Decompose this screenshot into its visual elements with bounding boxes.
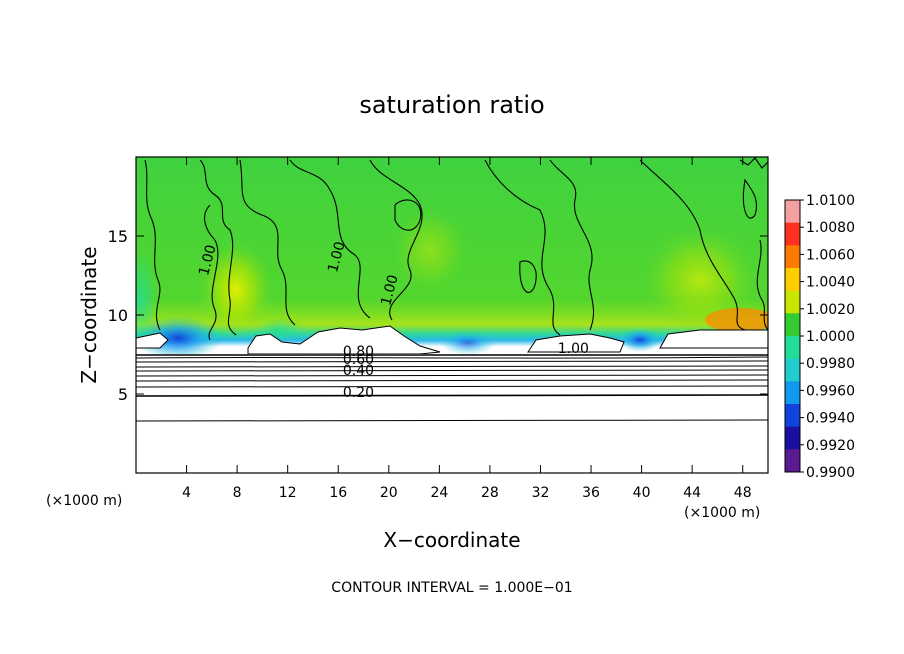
- contour-lines: [144, 157, 768, 341]
- y-tick-label: 10: [108, 306, 128, 325]
- contour-1.00: [289, 159, 371, 319]
- contour-line: [136, 419, 768, 422]
- cloud-gap: [659, 329, 768, 349]
- cool-region: [136, 250, 158, 350]
- colorbar-swatch: [785, 245, 800, 269]
- colorbar-label: 1.0060: [806, 247, 855, 263]
- x-tick-label: 40: [633, 485, 651, 501]
- x-axis-unit-left: (×1000 m): [46, 493, 122, 509]
- contour-1.00: [204, 204, 219, 341]
- contour-1.00: [756, 239, 768, 331]
- colorbar-label: 1.0100: [806, 193, 855, 209]
- contour-1.00: [639, 159, 746, 331]
- x-tick-label: 28: [481, 485, 499, 501]
- contour-1.00: [369, 159, 423, 321]
- contour-line: [136, 365, 768, 368]
- contour-line: [136, 394, 768, 398]
- x-tick-label: 36: [582, 485, 600, 501]
- colorbar-swatch: [785, 358, 800, 382]
- colorbar-label: 1.0000: [806, 329, 855, 345]
- plot-area: 1.00 1.00 1.00 1.00 0.800.600.40 0.20: [136, 157, 768, 473]
- contour-labels: 1.00 1.00 1.00 1.00 0.800.600.40 0.20: [196, 240, 589, 401]
- x-axis-unit-right: (×1000 m): [684, 505, 760, 521]
- x-axis: 4 8 12 16 20 24 28 32 36 40 44 48: [182, 157, 752, 501]
- colorbar-label: 1.0020: [806, 302, 855, 318]
- x-tick-label: 12: [279, 485, 297, 501]
- y-axis-label: Z−coordinate: [77, 246, 101, 383]
- colorbar-label: 0.9980: [806, 356, 855, 372]
- colorbar-swatch: [785, 336, 800, 360]
- cool-region: [136, 316, 223, 360]
- x-tick-label: 8: [233, 485, 242, 501]
- contour-1.00: [742, 178, 758, 219]
- cloud-gap: [247, 325, 441, 355]
- warm-region: [640, 225, 760, 335]
- colorbar-swatch: [785, 200, 800, 224]
- cloud-gap: [527, 333, 625, 353]
- contour-1.00: [199, 159, 237, 336]
- x-tick-label: 16: [329, 485, 347, 501]
- colorbar-swatch: [785, 268, 800, 292]
- contour-label: 1.00: [378, 273, 402, 307]
- contour-line: [136, 385, 768, 388]
- cool-region: [618, 328, 662, 352]
- x-tick-label: 24: [430, 485, 448, 501]
- contour-1.00: [549, 159, 595, 331]
- contour-interval-note: CONTOUR INTERVAL = 1.000E−01: [331, 580, 572, 596]
- cool-region: [440, 331, 496, 355]
- colorbar-label: 0.9900: [806, 465, 855, 481]
- contour-label: 0.40: [343, 363, 374, 379]
- colorbar-swatch: [785, 404, 800, 428]
- x-tick-label: 4: [182, 485, 191, 501]
- contour-line: [136, 379, 768, 382]
- x-tick-label: 32: [532, 485, 550, 501]
- contour-1.00: [739, 157, 768, 169]
- y-tick-label: 15: [108, 227, 128, 246]
- colorbar-swatch: [785, 449, 800, 473]
- contour-line: [136, 374, 768, 377]
- contour-label: 0.20: [343, 385, 374, 401]
- cloud-gap: [136, 332, 169, 349]
- x-tick-label: 20: [380, 485, 398, 501]
- lower-white-region: [136, 354, 768, 473]
- contour-label: 0.60: [343, 352, 374, 368]
- contour-label: 1.00: [325, 240, 349, 274]
- colorbar-swatch: [785, 313, 800, 337]
- colorbar-swatch: [785, 222, 800, 246]
- colorbar-swatch: [785, 426, 800, 450]
- colorbar-label: 0.9960: [806, 383, 855, 399]
- contour-label: 1.00: [558, 341, 589, 357]
- contour-1.00: [484, 159, 561, 336]
- colorbar: 1.0100 1.0080 1.0060 1.0040 1.0020 1.0000 0.99…: [784, 193, 855, 481]
- contour-1.00: [239, 159, 296, 326]
- x-axis-label: X−coordinate: [383, 528, 520, 552]
- contour-line: [136, 360, 768, 363]
- x-tick-label: 44: [683, 485, 701, 501]
- contour-1.00: [144, 159, 161, 331]
- chart-title: saturation ratio: [359, 91, 544, 119]
- contour-line: [136, 356, 768, 359]
- contour-label: 1.00: [196, 243, 220, 277]
- colorbar-swatch: [785, 381, 800, 405]
- colorbar-label: 0.9940: [806, 411, 855, 427]
- y-axis: 5 10 15: [108, 227, 768, 404]
- colorbar-swatch: [785, 290, 800, 314]
- warm-region: [390, 205, 470, 295]
- horizontal-contour-bands: [136, 354, 768, 422]
- colorbar-label: 0.9920: [806, 438, 855, 454]
- colorbar-label: 1.0040: [806, 275, 855, 291]
- x-tick-label: 48: [734, 485, 752, 501]
- colorbar-label: 1.0080: [806, 220, 855, 236]
- y-tick-label: 5: [118, 385, 128, 404]
- contour-1.00: [394, 199, 422, 231]
- contour-line: [136, 369, 768, 372]
- contour-1.00: [519, 260, 537, 293]
- contour-label: 0.80: [343, 344, 374, 360]
